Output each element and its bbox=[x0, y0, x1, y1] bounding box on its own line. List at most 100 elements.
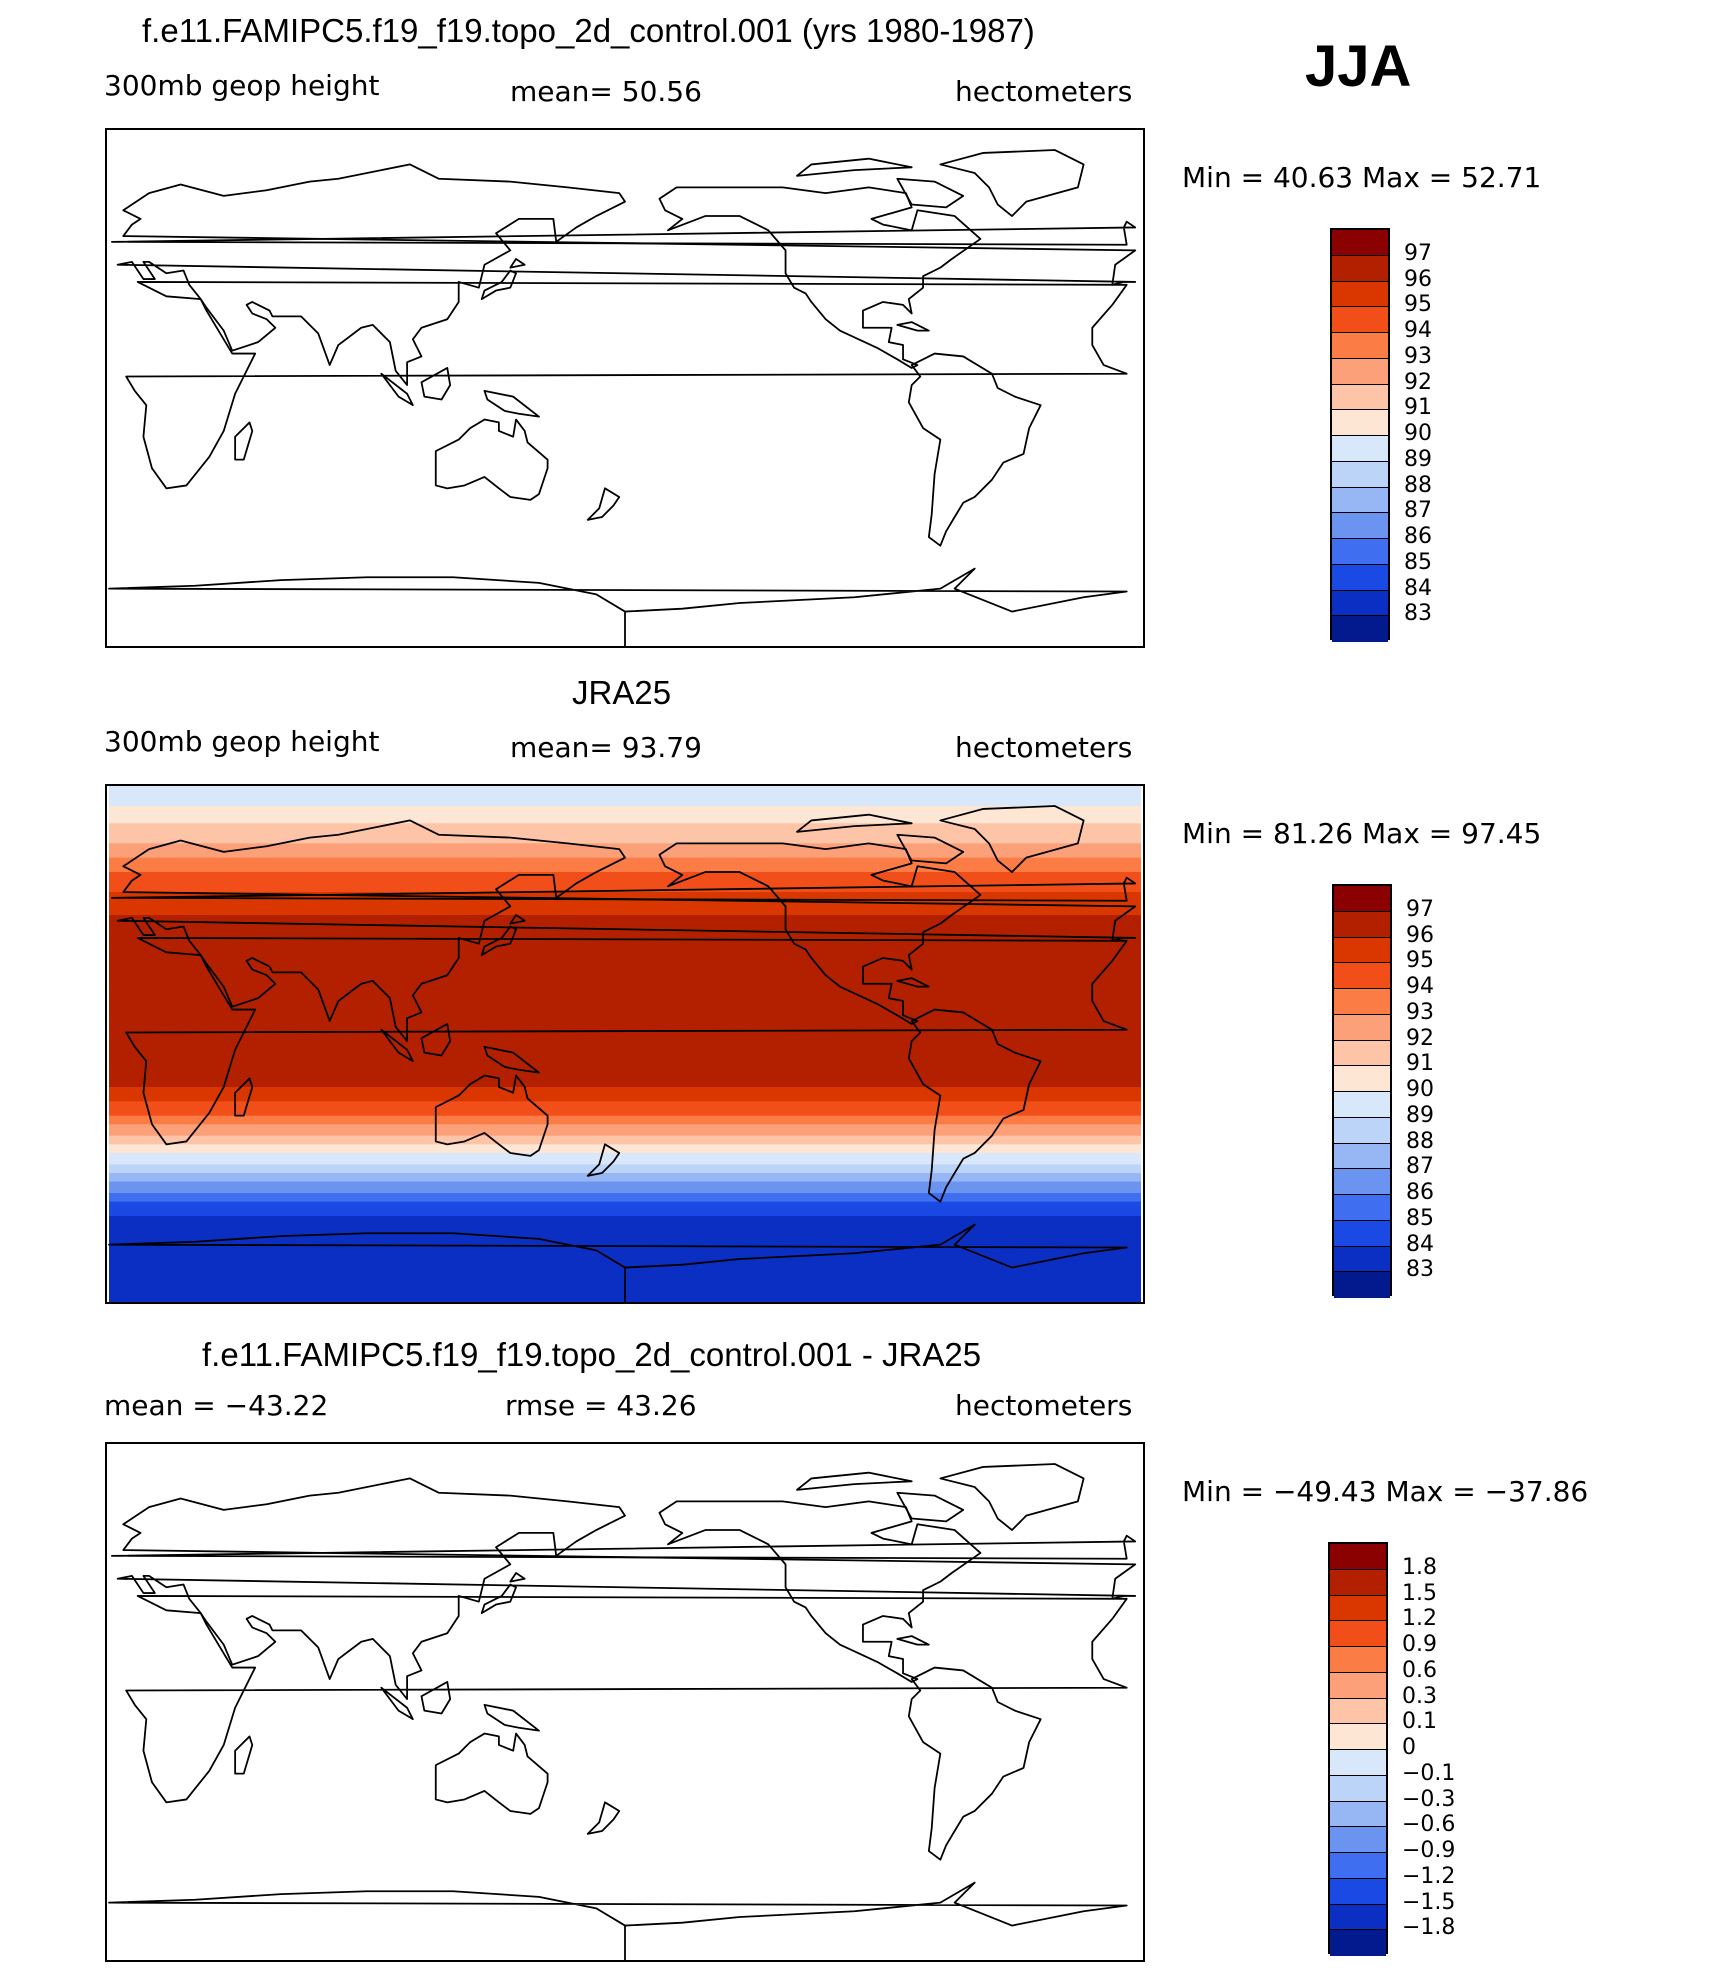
field-band bbox=[109, 797, 1141, 801]
colorbar-swatch bbox=[1330, 1647, 1386, 1673]
panel3-units-label: hectometers bbox=[955, 1389, 1133, 1422]
colorbar-tick-label: 93 bbox=[1404, 343, 1432, 369]
colorbar-tick-label: −0.9 bbox=[1402, 1838, 1456, 1863]
field-band bbox=[109, 786, 1141, 790]
colorbar-tick-label: 84 bbox=[1406, 1231, 1434, 1257]
field-band bbox=[109, 980, 1141, 985]
field-band bbox=[109, 831, 1141, 836]
field-band bbox=[109, 1069, 1141, 1074]
coastline-japan bbox=[480, 1583, 517, 1614]
coastline-cuba bbox=[896, 977, 930, 988]
field-band bbox=[109, 872, 1141, 876]
field-band bbox=[109, 866, 1141, 870]
panel3-title: f.e11.FAMIPC5.f19_f19.topo_2d_control.00… bbox=[202, 1336, 982, 1373]
field-band bbox=[109, 1164, 1141, 1168]
colorbar-swatch bbox=[1332, 539, 1388, 565]
colorbar-tick-label: 0.6 bbox=[1402, 1657, 1437, 1683]
colorbar-tick-label: 92 bbox=[1406, 1025, 1434, 1051]
field-band bbox=[109, 1158, 1141, 1162]
field-band bbox=[109, 791, 1141, 796]
coastline-sumatra bbox=[380, 1686, 414, 1721]
colorbar-swatch bbox=[1332, 616, 1388, 642]
field-band bbox=[109, 1066, 1141, 1071]
field-band bbox=[109, 1250, 1141, 1254]
coastline-sumatra bbox=[380, 372, 414, 407]
colorbar-tick-label: −1.2 bbox=[1402, 1863, 1456, 1889]
coastline-samerica bbox=[907, 352, 1042, 547]
coastline-australia bbox=[434, 418, 549, 501]
field-band bbox=[109, 1193, 1141, 1197]
colorbar-swatch bbox=[1330, 1775, 1386, 1802]
field-band bbox=[109, 1058, 1141, 1062]
colorbar-tick-label: 0.1 bbox=[1402, 1709, 1437, 1735]
colorbar-swatch bbox=[1330, 1904, 1386, 1931]
panel3-coastlines bbox=[108, 1463, 1137, 1960]
coastline-cuba bbox=[896, 321, 930, 332]
colorbar-swatch bbox=[1330, 1595, 1386, 1622]
colorbar-tick-label: 95 bbox=[1404, 292, 1432, 318]
coastline-antarctica bbox=[108, 567, 1128, 646]
field-band bbox=[109, 1061, 1141, 1065]
colorbar-swatch bbox=[1332, 487, 1388, 514]
field-band bbox=[109, 1130, 1141, 1134]
coastline-greenland bbox=[939, 149, 1085, 217]
field-band bbox=[109, 823, 1141, 827]
panel2-variable-label: 300mb geop height bbox=[104, 725, 380, 758]
coastline-africa bbox=[125, 281, 1128, 490]
field-band bbox=[109, 788, 1141, 793]
field-band bbox=[109, 989, 1141, 993]
coastline-nz bbox=[586, 1143, 621, 1177]
field-band bbox=[109, 808, 1141, 813]
colorbar-swatch bbox=[1330, 1544, 1386, 1570]
coastline-antarctica bbox=[108, 1223, 1128, 1302]
colorbar-swatch bbox=[1334, 963, 1390, 989]
field-band bbox=[109, 820, 1141, 824]
colorbar-swatch bbox=[1334, 911, 1390, 938]
colorbar-tick-label: −0.6 bbox=[1402, 1812, 1456, 1838]
coastline-australia bbox=[434, 1732, 549, 1815]
field-band bbox=[109, 837, 1141, 841]
panel3-rmse-label: rmse = 43.26 bbox=[505, 1389, 697, 1422]
field-band bbox=[109, 975, 1141, 979]
colorbar-swatch bbox=[1334, 1092, 1390, 1118]
coastline-newguinea bbox=[483, 389, 540, 418]
colorbar-tick-label: −0.3 bbox=[1402, 1786, 1456, 1812]
field-band bbox=[109, 943, 1141, 947]
field-band bbox=[109, 1144, 1141, 1148]
field-band bbox=[109, 1006, 1141, 1010]
colorbar-swatch bbox=[1334, 1040, 1390, 1067]
field-band bbox=[109, 955, 1141, 959]
colorbar-tick-label: −1.8 bbox=[1402, 1915, 1456, 1941]
field-band bbox=[109, 1132, 1141, 1137]
colorbar-tick-label: 91 bbox=[1406, 1051, 1434, 1077]
panel1-mean-label: mean= 50.56 bbox=[510, 75, 702, 108]
field-band bbox=[109, 1041, 1141, 1045]
colorbar-tick-label: 92 bbox=[1404, 369, 1432, 395]
colorbar-swatch bbox=[1332, 436, 1388, 462]
coastline-newguinea bbox=[483, 1703, 540, 1732]
field-band bbox=[109, 860, 1141, 864]
colorbar-swatch bbox=[1330, 1621, 1386, 1647]
field-band bbox=[109, 1124, 1141, 1128]
field-band bbox=[109, 1253, 1141, 1257]
coastline-britain bbox=[110, 876, 1137, 902]
colorbar-swatch bbox=[1330, 1930, 1386, 1956]
field-band bbox=[109, 1175, 1141, 1180]
field-band bbox=[109, 1038, 1141, 1042]
field-band bbox=[109, 1256, 1141, 1260]
colorbar-swatch bbox=[1330, 1750, 1386, 1776]
panel3-map bbox=[105, 1442, 1145, 1962]
panel2-colorbar bbox=[1332, 884, 1392, 1298]
field-band bbox=[109, 869, 1141, 873]
colorbar-swatch bbox=[1332, 410, 1388, 436]
coastline-europeasia bbox=[116, 163, 1137, 387]
field-band bbox=[109, 998, 1141, 1002]
coastline-cuba bbox=[896, 1635, 930, 1646]
field-band bbox=[109, 1141, 1141, 1145]
coastline-britain bbox=[110, 1534, 1137, 1560]
coastline-namerica bbox=[658, 842, 982, 1025]
field-band bbox=[109, 1086, 1141, 1091]
field-band bbox=[109, 1049, 1141, 1054]
field-band bbox=[109, 814, 1141, 818]
coastline-samerica bbox=[907, 1666, 1042, 1861]
